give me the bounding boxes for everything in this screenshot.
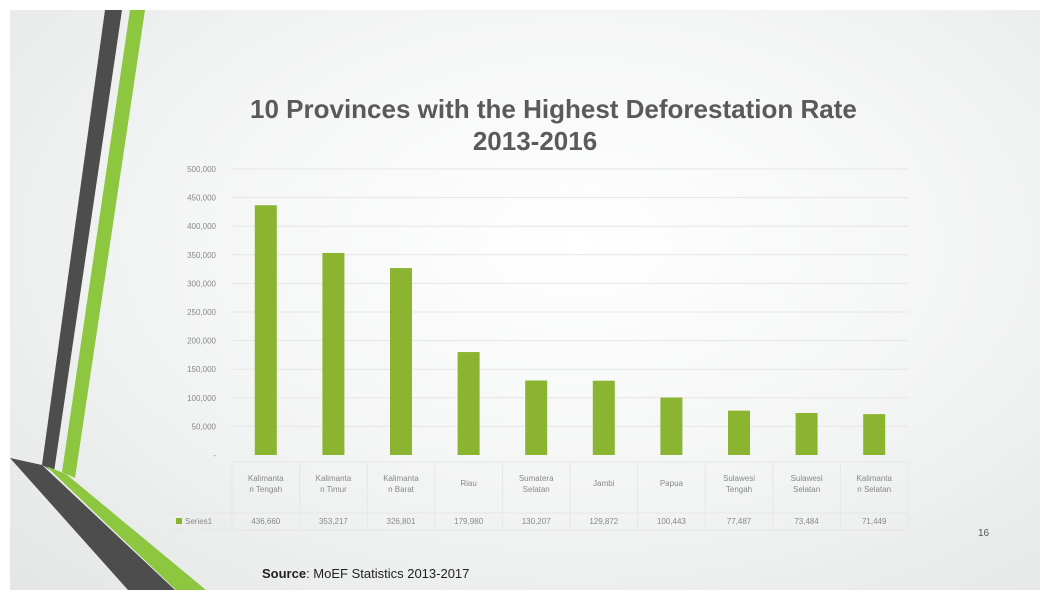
category-label-line: n Barat: [388, 485, 415, 494]
category-label-line: Jambi: [593, 479, 615, 488]
category-label: Riau: [460, 479, 476, 488]
y-tick-label: 100,000: [187, 394, 216, 403]
y-tick-label: 200,000: [187, 337, 216, 346]
bar: [390, 268, 412, 455]
source-text: : MoEF Statistics 2013-2017: [306, 566, 469, 581]
y-tick-label: 250,000: [187, 308, 216, 317]
category-label: Kalimanta n Timur: [316, 474, 352, 494]
category-label: Kalimanta n Tengah: [248, 474, 284, 494]
data-value-label: 71,449: [862, 517, 887, 526]
chart-data-table: Series1 436,660 353,217 326,801 179,980 130,2…: [170, 462, 908, 530]
chart-subtitle: 2013-2016: [250, 126, 820, 157]
data-value-label: 129,872: [589, 517, 618, 526]
bar: [863, 414, 885, 455]
category-label-line: Sulawesi: [723, 474, 755, 483]
bar: [525, 381, 547, 455]
category-label-line: Selatan: [523, 485, 550, 494]
category-label-line: Selatan: [793, 485, 820, 494]
y-tick-label: 450,000: [187, 194, 216, 203]
category-label-line: n Tengah: [249, 485, 282, 494]
data-value-label: 100,443: [657, 517, 686, 526]
bar: [322, 253, 344, 455]
legend-label: Series1: [185, 517, 213, 526]
category-label-line: Sulawesi: [791, 474, 823, 483]
category-label: Sulawesi Tengah: [723, 474, 755, 494]
category-label: Sumatera Selatan: [519, 474, 554, 494]
legend-key: [176, 518, 182, 524]
source-label: Source: [262, 566, 306, 581]
bar: [255, 205, 277, 455]
y-tick-label: 500,000: [187, 165, 216, 174]
bar: [796, 413, 818, 455]
category-label-line: Kalimanta: [316, 474, 352, 483]
data-value-label: 353,217: [319, 517, 348, 526]
bar: [593, 381, 615, 455]
slide-number: 16: [978, 528, 989, 539]
y-tick-label: 350,000: [187, 251, 216, 260]
data-value-label: 179,980: [454, 517, 483, 526]
y-tick-label: 50,000: [192, 422, 217, 431]
y-tick-label: 300,000: [187, 279, 216, 288]
category-label-line: Papua: [660, 479, 684, 488]
chart-title: 10 Provinces with the Highest Deforestat…: [250, 94, 820, 125]
category-label: Jambi: [593, 479, 615, 488]
category-label: Kalimanta n Selatan: [856, 474, 892, 494]
source-note: Source: MoEF Statistics 2013-2017: [262, 566, 469, 581]
data-value-label: 77,487: [727, 517, 752, 526]
category-label: Kalimanta n Barat: [383, 474, 419, 494]
category-label-line: Kalimanta: [856, 474, 892, 483]
category-label-line: n Timur: [320, 485, 347, 494]
y-tick-label: 150,000: [187, 365, 216, 374]
bar: [728, 411, 750, 455]
category-label: Papua: [660, 479, 684, 488]
data-value-label: 130,207: [522, 517, 551, 526]
bar: [660, 398, 682, 455]
category-label-line: Kalimanta: [248, 474, 284, 483]
category-label-line: Sumatera: [519, 474, 554, 483]
chart-bars: [255, 205, 885, 455]
bar: [458, 352, 480, 455]
category-label-line: n Selatan: [857, 485, 891, 494]
y-tick-label: -: [213, 451, 216, 460]
category-label: Sulawesi Selatan: [791, 474, 823, 494]
data-value-label: 73,484: [794, 517, 819, 526]
category-label-line: Tengah: [726, 485, 752, 494]
category-label-line: Kalimanta: [383, 474, 419, 483]
slide: - 50,000 100,000 150,000 200,000 250,000 300,0…: [10, 10, 1040, 590]
y-tick-label: 400,000: [187, 222, 216, 231]
chart-y-axis: - 50,000 100,000 150,000 200,000 250,000 300,0…: [187, 165, 216, 460]
data-value-label: 326,801: [387, 517, 416, 526]
data-value-label: 436,660: [251, 517, 280, 526]
category-label-line: Riau: [460, 479, 476, 488]
